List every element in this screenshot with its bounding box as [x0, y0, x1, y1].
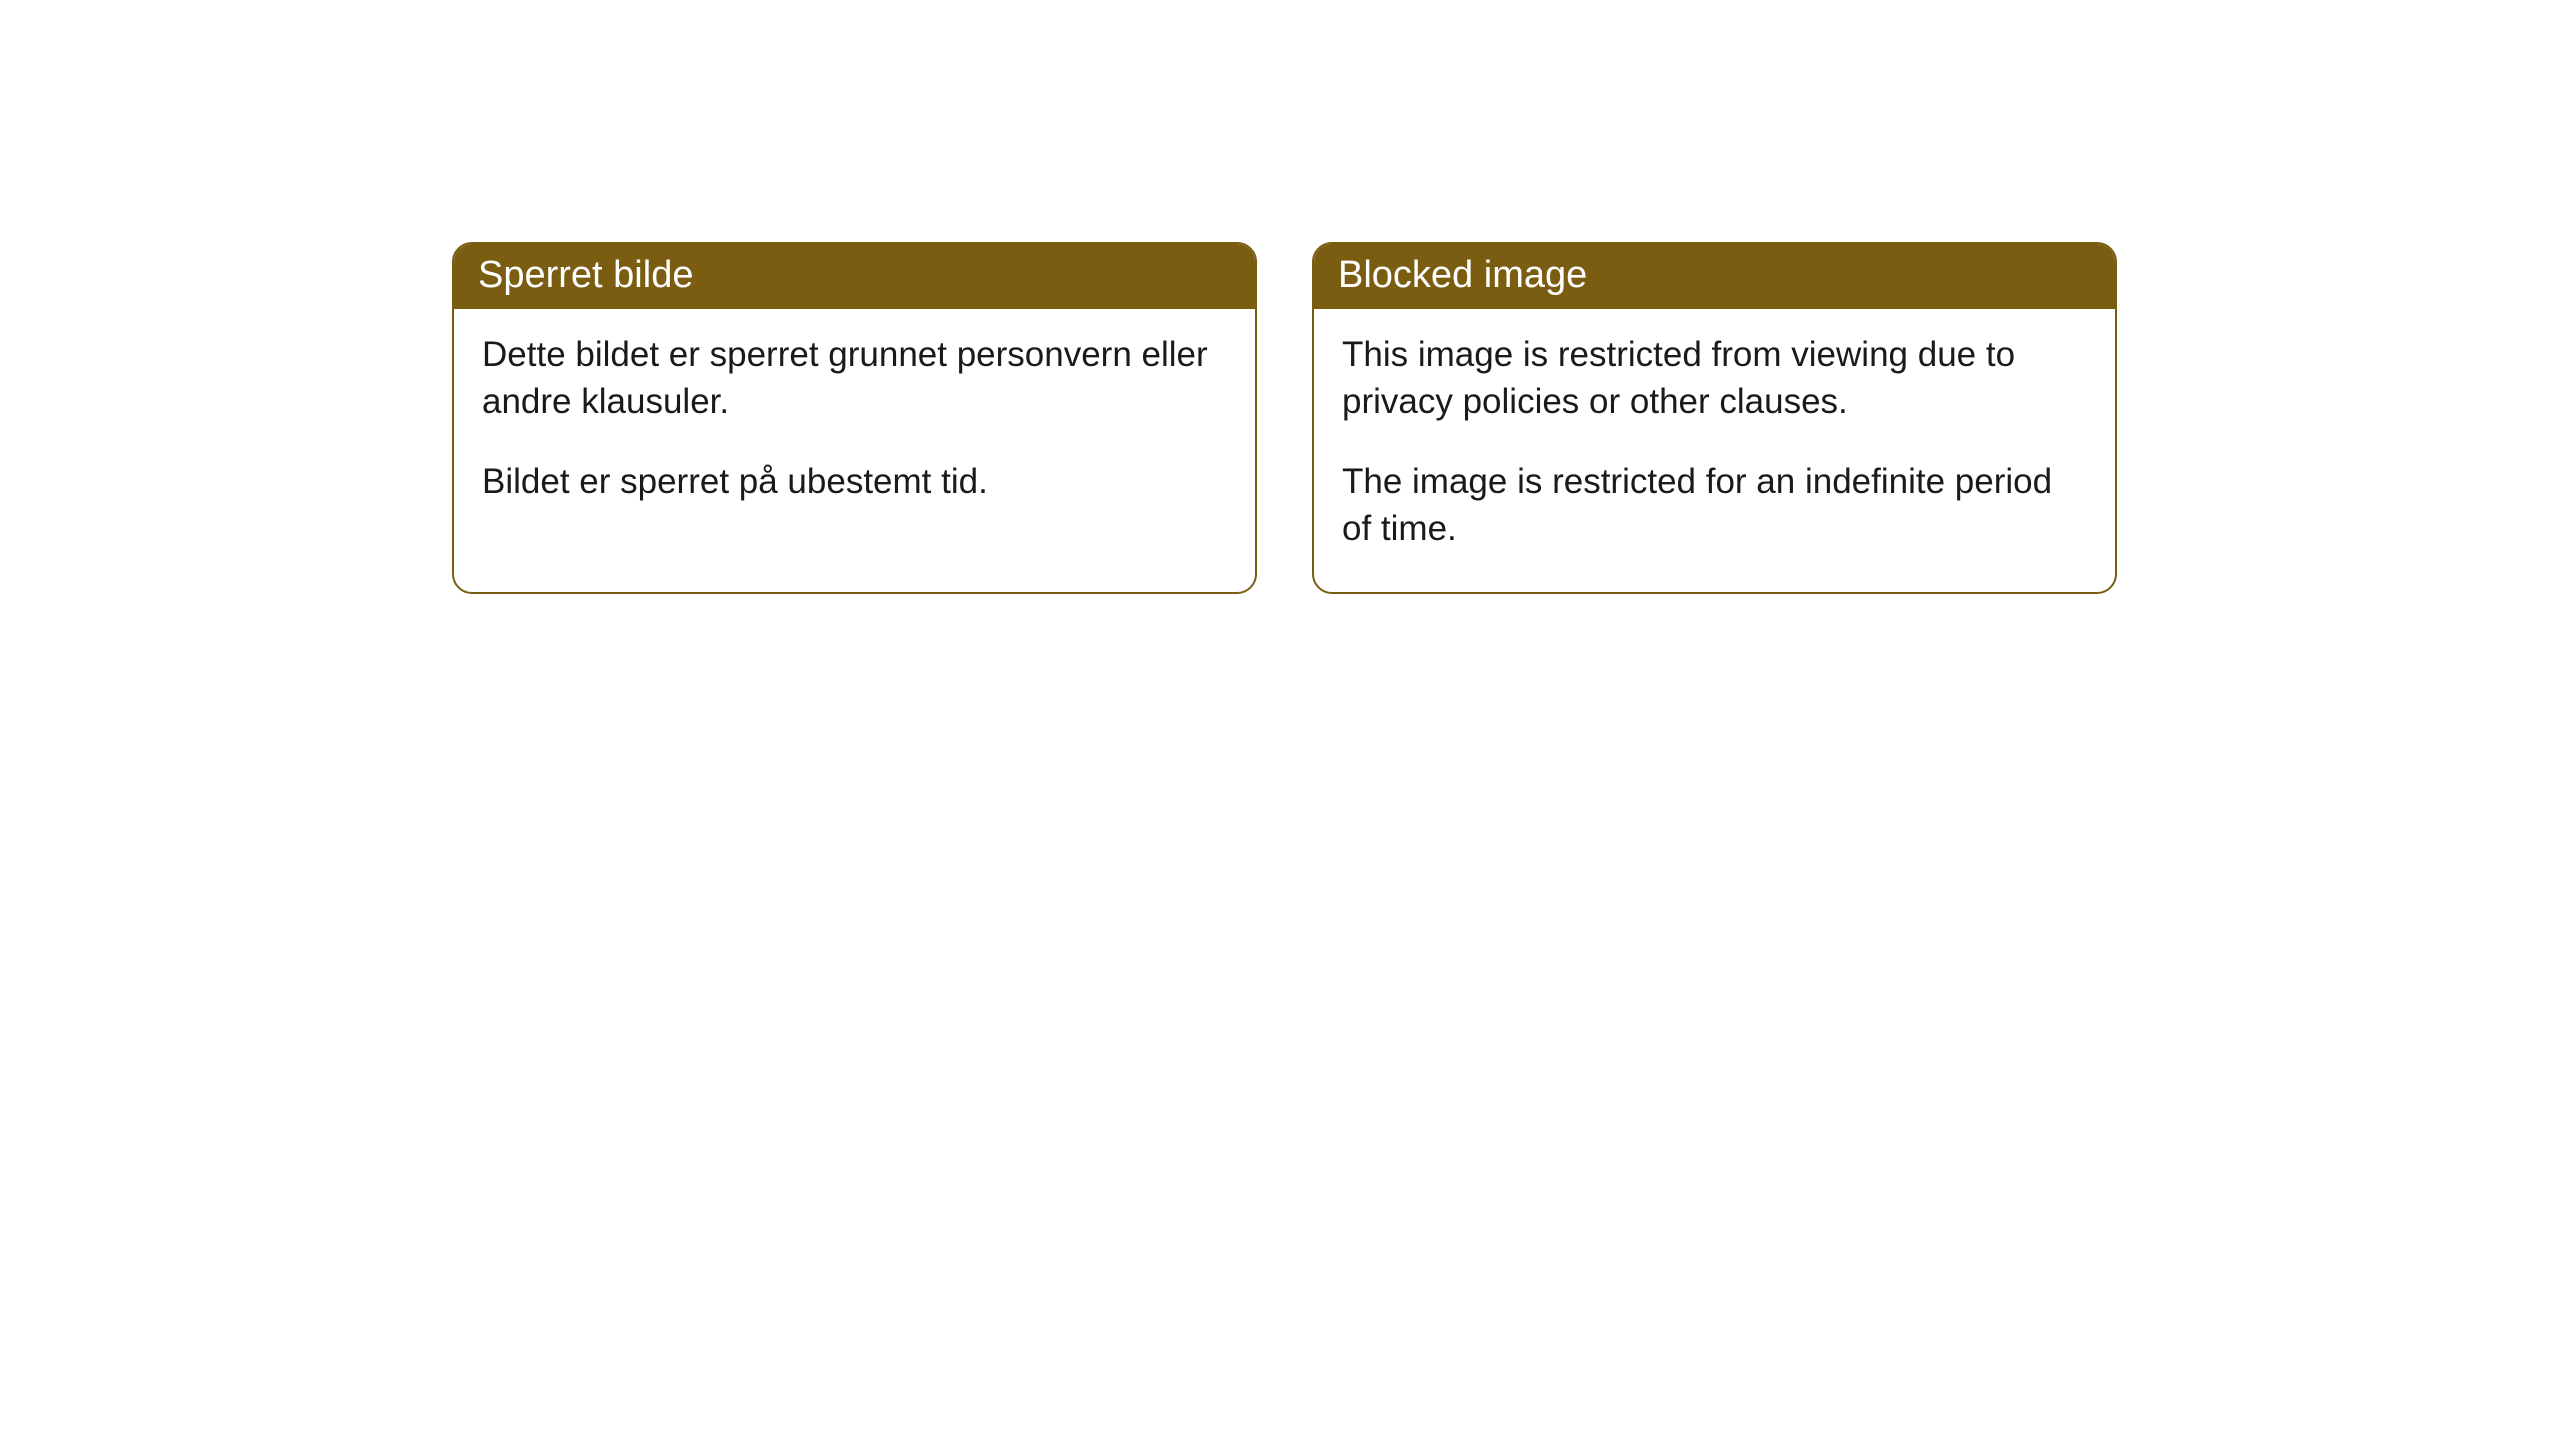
notice-container: Sperret bilde Dette bildet er sperret gr… — [452, 242, 2117, 594]
notice-box-norwegian: Sperret bilde Dette bildet er sperret gr… — [452, 242, 1257, 594]
notice-box-english: Blocked image This image is restricted f… — [1312, 242, 2117, 594]
notice-paragraph: This image is restricted from viewing du… — [1342, 331, 2087, 426]
notice-paragraph: The image is restricted for an indefinit… — [1342, 458, 2087, 553]
notice-paragraph: Dette bildet er sperret grunnet personve… — [482, 331, 1227, 426]
notice-body: This image is restricted from viewing du… — [1314, 309, 2115, 592]
notice-header: Sperret bilde — [454, 244, 1255, 309]
notice-header: Blocked image — [1314, 244, 2115, 309]
notice-paragraph: Bildet er sperret på ubestemt tid. — [482, 458, 1227, 505]
notice-body: Dette bildet er sperret grunnet personve… — [454, 309, 1255, 545]
